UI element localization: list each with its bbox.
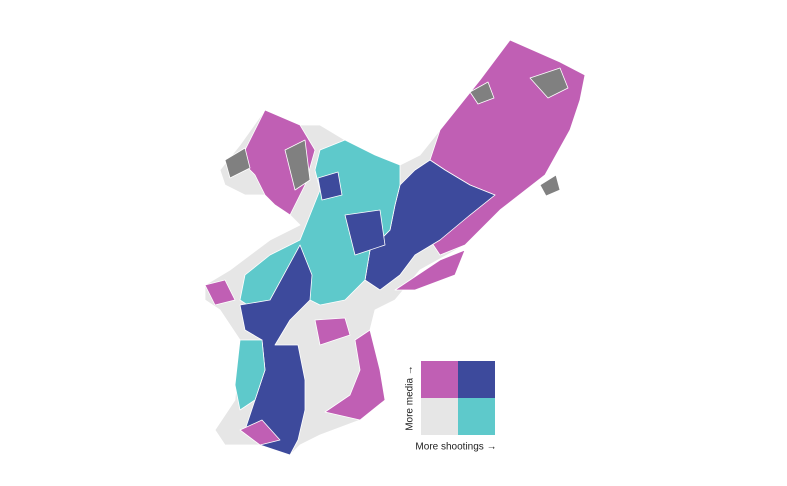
region-both [239,244,313,456]
region-no-data [284,139,311,191]
region-shootings [234,339,266,411]
legend-swatch [421,361,458,398]
legend: More media → More shootings → [405,361,497,453]
region-both [317,171,343,201]
region-both [344,209,386,256]
legend-swatch [421,398,458,435]
region-no-data [469,81,495,105]
region-no-data [529,67,569,99]
region-media [314,317,351,346]
region-media [239,419,281,446]
region-no-data [224,147,251,179]
region-media [324,329,386,421]
region-media [394,249,466,291]
region-media [204,279,236,306]
legend-x-label: More shootings → [415,442,496,453]
legend-swatch [458,361,495,398]
region-no-data [539,174,561,197]
legend-swatch [458,398,495,435]
legend-y-label: More media → [405,365,416,431]
city-map [204,39,586,456]
